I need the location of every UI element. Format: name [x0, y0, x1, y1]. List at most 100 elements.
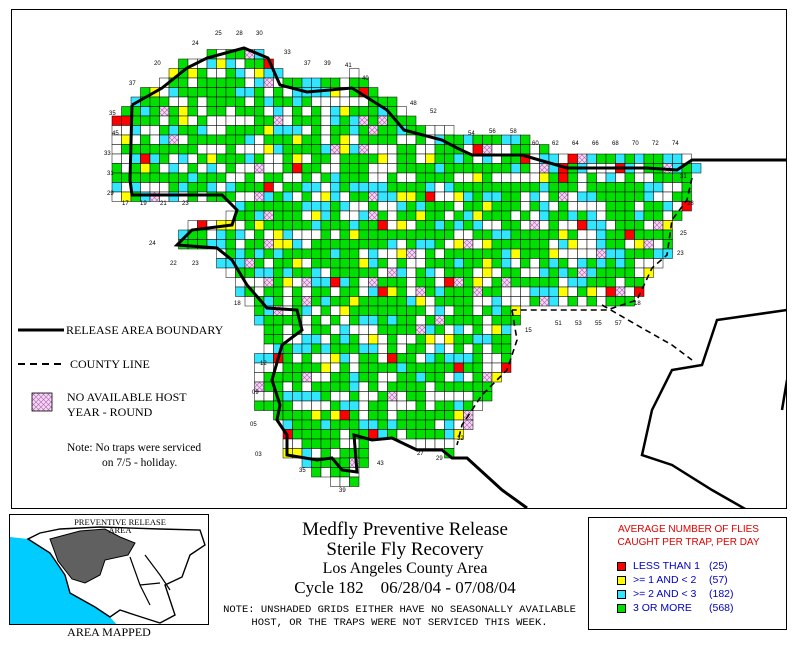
- trap-grid-cell: [529, 220, 540, 231]
- trap-grid-cell: [444, 182, 455, 193]
- trap-grid-cell: [415, 267, 426, 278]
- trap-grid-cell: [358, 163, 369, 174]
- trap-grid-cell: [567, 286, 578, 297]
- trap-grid-cell: [539, 210, 550, 221]
- trap-grid-cell: [615, 220, 626, 231]
- trap-grid-cell: [235, 125, 246, 136]
- trap-grid-cell: [149, 96, 160, 107]
- trap-grid-cell: [501, 286, 512, 297]
- trap-grid-cell: [339, 258, 350, 269]
- trap-grid-cell: [292, 267, 303, 278]
- trap-grid-cell: [320, 172, 331, 183]
- trap-grid-cell: [377, 410, 388, 421]
- trap-grid-cell: [358, 372, 369, 383]
- trap-grid-cell: [339, 106, 350, 117]
- trap-grid-cell: [377, 134, 388, 145]
- trap-grid-cell: [482, 248, 493, 259]
- trap-grid-cell: [320, 153, 331, 164]
- unshaded-note-line-2: HOST, OR THE TRAPS WERE NOT SERVICED THI…: [251, 617, 548, 629]
- trap-grid-cell: [377, 353, 388, 364]
- trap-grid-cell: [225, 106, 236, 117]
- trap-grid-cell: [586, 239, 597, 250]
- yellow-swatch: [617, 576, 626, 585]
- trap-grid-cell: [472, 362, 483, 373]
- trap-grid-cell: [472, 258, 483, 269]
- trap-grid-cell: [406, 400, 417, 411]
- trap-grid-cell: [349, 305, 360, 316]
- trap-grid-cell: [453, 372, 464, 383]
- trap-grid-cell: [263, 277, 274, 288]
- trap-grid-cell: [406, 248, 417, 259]
- trap-grid-cell: [254, 77, 265, 88]
- trap-grid-cell: [130, 144, 141, 155]
- trap-grid-cell: [453, 201, 464, 212]
- trap-grid-cell: [605, 229, 616, 240]
- trap-grid-cell: [216, 182, 227, 193]
- trap-grid-cell: [548, 220, 559, 231]
- trap-grid-cell: [159, 106, 170, 117]
- trap-grid-cell: [482, 324, 493, 335]
- trap-grid-cell: [301, 210, 312, 221]
- trap-grid-cell: [273, 201, 284, 212]
- trap-grid-cell: [187, 106, 198, 117]
- trap-grid-cell: [615, 277, 626, 288]
- trap-grid-cell: [548, 296, 559, 307]
- trap-grid-cell: [187, 77, 198, 88]
- trap-grid-cell: [558, 267, 569, 278]
- trap-grid-cell: [567, 258, 578, 269]
- grid-number-label: 31: [107, 171, 114, 177]
- trap-grid-cell: [311, 144, 322, 155]
- trap-grid-cell: [577, 258, 588, 269]
- trap-grid-cell: [282, 115, 293, 126]
- trap-grid-cell: [282, 153, 293, 164]
- trap-grid-cell: [501, 239, 512, 250]
- trap-grid-cell: [320, 267, 331, 278]
- trap-grid-cell: [235, 134, 246, 145]
- trap-grid-cell: [320, 372, 331, 383]
- trap-grid-cell: [358, 448, 369, 459]
- trap-grid-cell: [339, 315, 350, 326]
- trap-grid-cell: [615, 210, 626, 221]
- grid-number-label: 68: [612, 141, 619, 147]
- trap-grid-cell: [605, 210, 616, 221]
- trap-grid-cell: [415, 220, 426, 231]
- trap-grid-cell: [586, 201, 597, 212]
- trap-grid-cell: [396, 163, 407, 174]
- trap-grid-cell: [425, 277, 436, 288]
- trap-grid-cell: [586, 182, 597, 193]
- trap-grid-cell: [368, 429, 379, 440]
- trap-grid-cell: [444, 410, 455, 421]
- trap-grid-cell: [235, 115, 246, 126]
- trap-grid-cell: [425, 182, 436, 193]
- trap-grid-cell: [548, 201, 559, 212]
- trap-grid-cell: [482, 134, 493, 145]
- catch-legend: AVERAGE NUMBER OF FLIES CAUGHT PER TRAP,…: [588, 517, 787, 630]
- trap-grid-cell: [634, 182, 645, 193]
- trap-grid-cell: [206, 163, 217, 174]
- green-swatch: [617, 604, 626, 613]
- trap-grid-cell: [406, 334, 417, 345]
- trap-grid-cell: [339, 96, 350, 107]
- trap-grid-cell: [387, 220, 398, 231]
- trap-grid-cell: [472, 315, 483, 326]
- trap-grid-cell: [387, 201, 398, 212]
- trap-grid-cell: [529, 286, 540, 297]
- trap-grid-cell: [425, 210, 436, 221]
- trap-grid-cell: [377, 343, 388, 354]
- grid-number-label: 28: [687, 201, 694, 207]
- trap-grid-cell: [368, 134, 379, 145]
- trap-grid-cell: [482, 362, 493, 373]
- trap-grid-cell: [482, 296, 493, 307]
- grid-number-label: 29: [436, 456, 443, 462]
- trap-grid-cell: [358, 115, 369, 126]
- trap-grid-cell: [282, 372, 293, 383]
- trap-grid-cell: [282, 324, 293, 335]
- trap-grid-cell: [520, 267, 531, 278]
- trap-grid-cell: [415, 182, 426, 193]
- trap-grid-cell: [453, 134, 464, 145]
- trap-grid-cell: [358, 201, 369, 212]
- trap-grid-cell: [349, 381, 360, 392]
- map-legend-symbols: [18, 328, 64, 412]
- trap-grid-cell: [254, 239, 265, 250]
- trap-grid-cell: [387, 353, 398, 364]
